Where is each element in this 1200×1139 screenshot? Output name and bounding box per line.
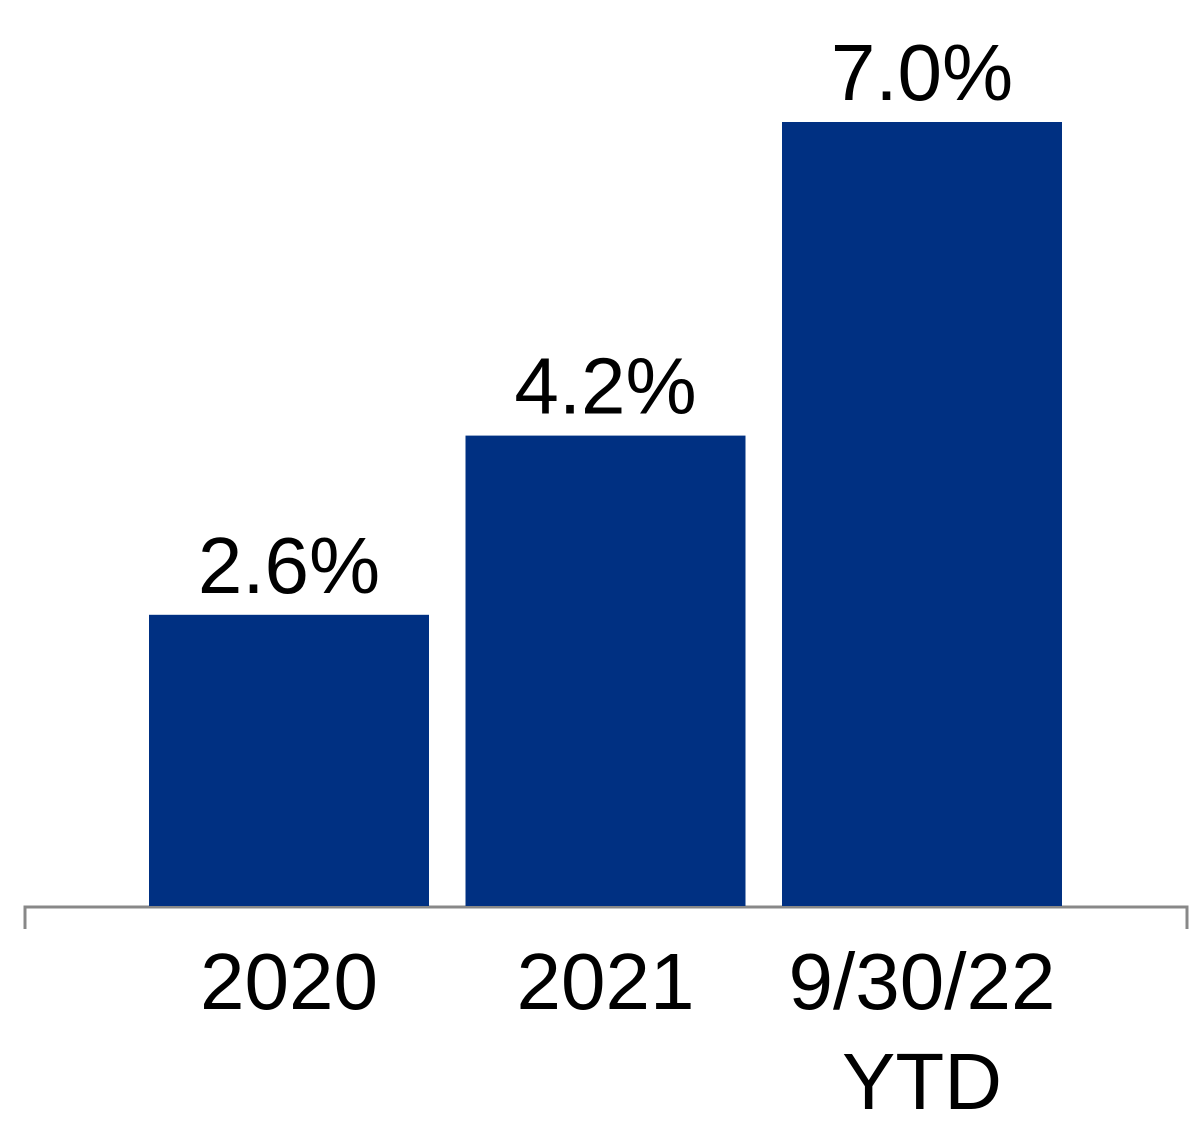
value-label: 7.0%: [831, 28, 1013, 117]
x-tick-label: 2020: [200, 937, 378, 1026]
value-label: 4.2%: [514, 342, 696, 431]
x-tick-label: 9/30/22 YTD: [788, 937, 1056, 1126]
bar: [782, 122, 1062, 906]
bar: [465, 435, 746, 906]
x-tick-label: 2021: [516, 937, 695, 1026]
bar: [149, 614, 429, 906]
value-label: 2.6%: [198, 521, 380, 610]
x-axis: [23, 905, 1189, 929]
